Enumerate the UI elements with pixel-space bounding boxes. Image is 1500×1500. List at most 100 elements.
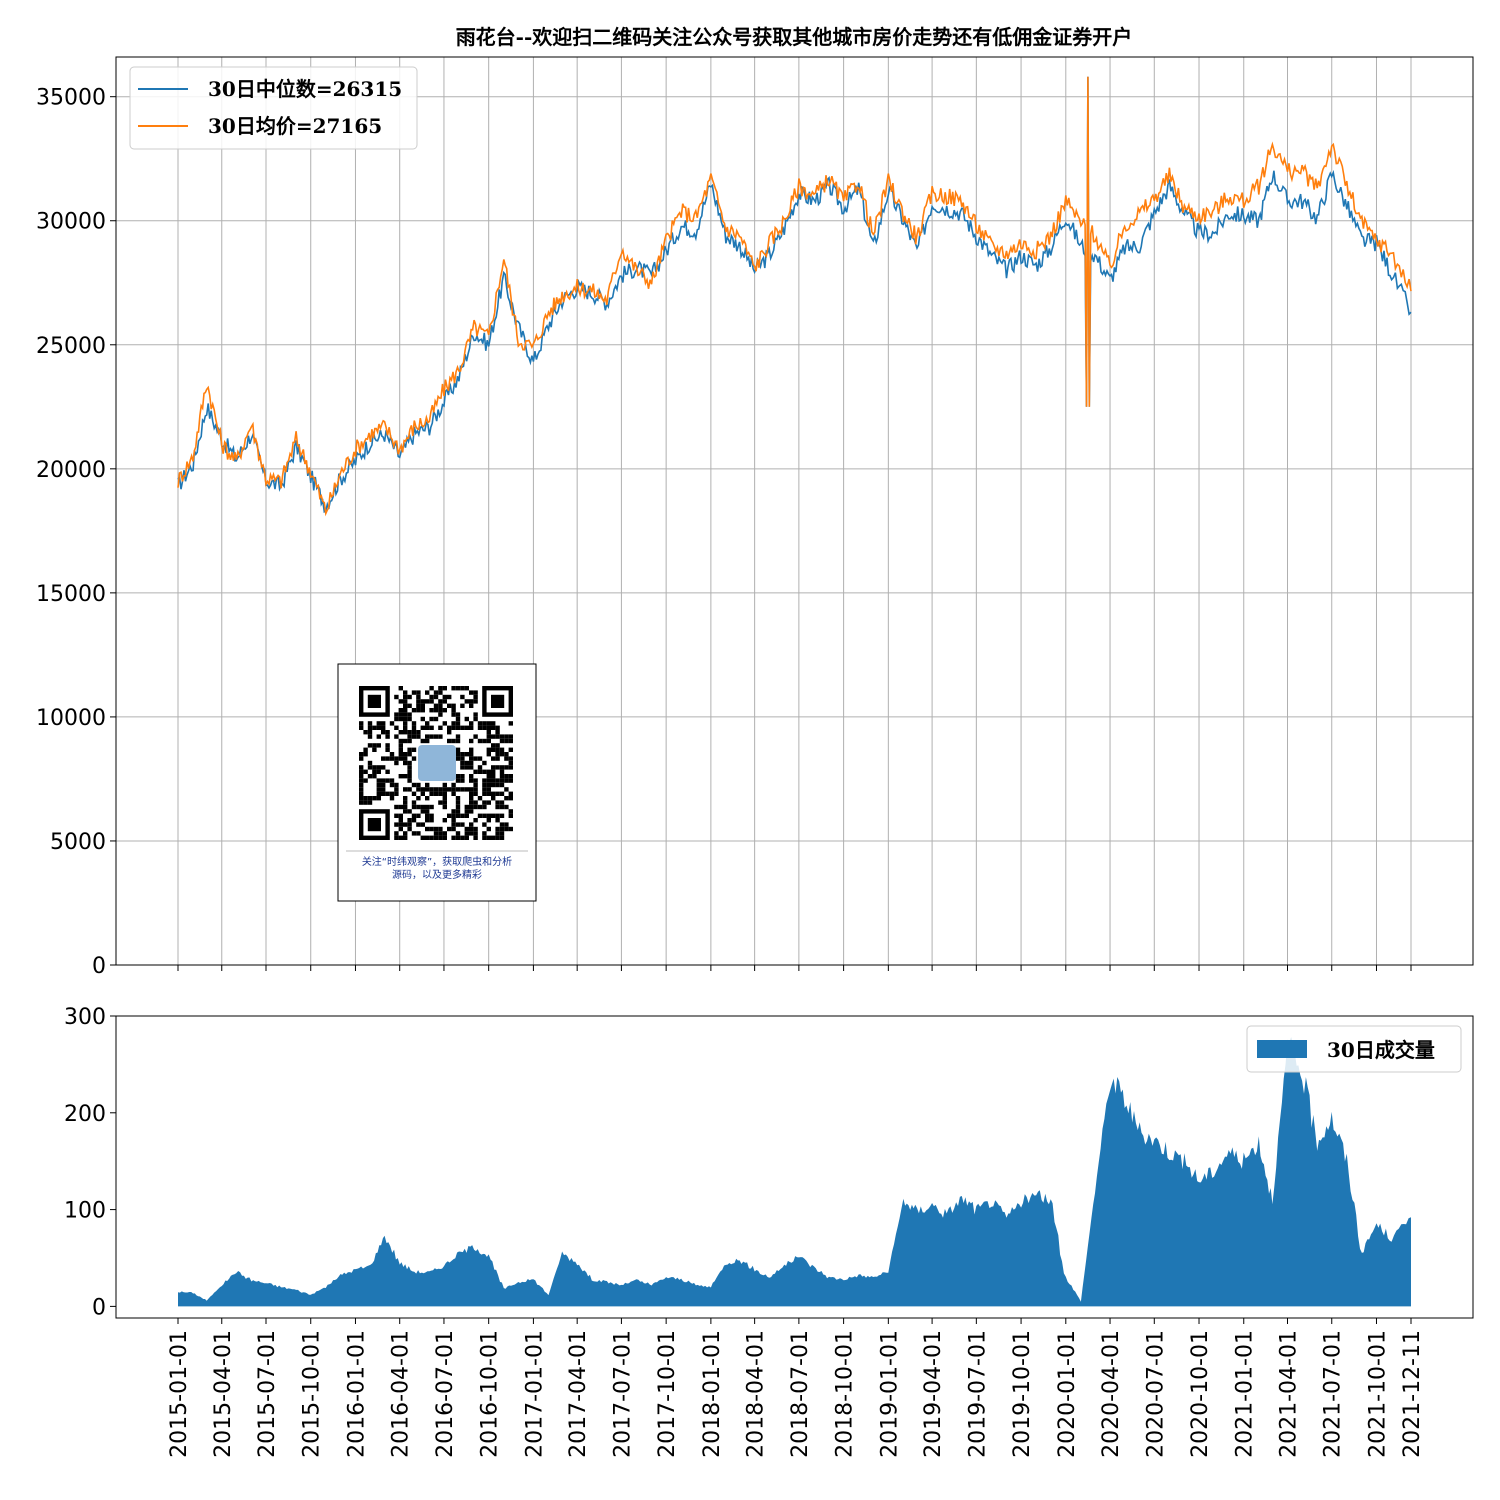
qr-module bbox=[460, 778, 465, 783]
qr-module bbox=[491, 769, 496, 774]
x-tick-label: 2018-01-01 bbox=[700, 1330, 725, 1458]
qr-module bbox=[495, 800, 500, 805]
qr-module bbox=[411, 813, 417, 818]
qr-module bbox=[359, 765, 364, 770]
qr-module bbox=[491, 734, 496, 739]
qr-module bbox=[385, 747, 390, 752]
qr-module bbox=[425, 796, 430, 801]
qr-module bbox=[499, 831, 505, 836]
qr-module bbox=[411, 734, 417, 739]
qr-module bbox=[469, 822, 474, 827]
qr-module bbox=[394, 782, 399, 788]
qr-module bbox=[403, 716, 408, 722]
qr-module bbox=[403, 831, 408, 836]
qr-module bbox=[473, 769, 478, 774]
qr-module bbox=[425, 804, 430, 810]
qr-module bbox=[499, 804, 505, 810]
qr-module bbox=[455, 813, 461, 818]
qr-module bbox=[359, 721, 364, 726]
qr-module bbox=[508, 774, 513, 779]
qr-module bbox=[504, 826, 509, 832]
qr-module bbox=[433, 690, 439, 695]
qr-module bbox=[403, 721, 408, 726]
x-tick-label: 2015-04-01 bbox=[211, 1330, 236, 1458]
qr-module bbox=[473, 712, 478, 717]
qr-module bbox=[359, 769, 364, 774]
qr-module bbox=[473, 835, 478, 840]
qr-module bbox=[504, 738, 509, 744]
qr-module bbox=[486, 778, 491, 783]
qr-module bbox=[451, 809, 456, 814]
qr-module bbox=[508, 738, 513, 744]
qr-module bbox=[411, 818, 417, 823]
qr-module bbox=[460, 760, 465, 766]
x-tick-label: 2017-07-01 bbox=[610, 1330, 635, 1458]
qr-module bbox=[504, 778, 509, 783]
qr-module bbox=[425, 738, 430, 744]
qr-module bbox=[508, 796, 513, 801]
qr-module bbox=[407, 769, 412, 774]
qr-module bbox=[486, 826, 491, 832]
qr-module bbox=[455, 800, 461, 805]
qr-module bbox=[407, 778, 412, 783]
qr-module bbox=[491, 835, 496, 840]
qr-module bbox=[477, 804, 483, 810]
qr-module bbox=[420, 787, 425, 792]
qr-module bbox=[451, 818, 456, 823]
qr-module bbox=[403, 738, 408, 744]
qr-module bbox=[407, 738, 412, 744]
qr-module bbox=[381, 721, 386, 726]
qr-module bbox=[411, 725, 417, 730]
qr-module bbox=[491, 765, 496, 770]
qr-module bbox=[372, 774, 377, 779]
qr-module bbox=[381, 765, 386, 770]
qr-module bbox=[473, 756, 478, 761]
qr-module bbox=[403, 712, 408, 717]
qr-module bbox=[469, 804, 474, 810]
qr-module bbox=[473, 800, 478, 805]
qr-module bbox=[491, 756, 496, 761]
qr-module bbox=[367, 765, 373, 770]
qr-module bbox=[433, 703, 439, 708]
price-legend-box bbox=[129, 66, 418, 150]
qr-module bbox=[394, 822, 399, 827]
qr-module bbox=[486, 774, 491, 779]
qr-module bbox=[504, 765, 509, 770]
qr-module bbox=[425, 699, 430, 704]
qr-module bbox=[508, 826, 513, 832]
qr-module bbox=[495, 835, 500, 840]
qr-module bbox=[455, 686, 461, 691]
qr-module bbox=[376, 721, 381, 726]
qr-module bbox=[464, 787, 469, 792]
qr-module bbox=[495, 734, 500, 739]
qr-module bbox=[508, 747, 513, 752]
qr-module bbox=[389, 782, 395, 788]
price-legend: 30日中位数=26315 30日均价=27165 bbox=[129, 66, 418, 150]
qr-module bbox=[473, 690, 478, 695]
qr-module bbox=[407, 703, 412, 708]
price-axes-frame bbox=[115, 56, 1474, 966]
qr-module bbox=[486, 791, 491, 796]
qr-module bbox=[499, 822, 505, 827]
qr-module bbox=[429, 725, 434, 730]
qr-module bbox=[425, 826, 430, 832]
qr-module bbox=[376, 796, 381, 801]
qr-module bbox=[407, 822, 412, 827]
qr-module bbox=[486, 782, 491, 788]
qr-module bbox=[451, 703, 456, 708]
qr-module bbox=[403, 822, 408, 827]
qr-module bbox=[464, 809, 469, 814]
qr-module bbox=[411, 708, 417, 713]
qr-module bbox=[482, 725, 487, 730]
qr-module bbox=[407, 716, 412, 722]
x-tick-label: 2020-07-01 bbox=[1143, 1330, 1168, 1458]
qr-module bbox=[469, 725, 474, 730]
qr-module bbox=[469, 796, 474, 801]
qr-module bbox=[420, 822, 425, 827]
qr-module bbox=[403, 835, 408, 840]
x-tick-label: 2019-10-01 bbox=[1010, 1330, 1035, 1458]
qr-module bbox=[495, 778, 500, 783]
x-tick-label: 2015-01-01 bbox=[167, 1330, 192, 1458]
qr-module bbox=[429, 813, 434, 818]
qr-module bbox=[385, 730, 390, 735]
